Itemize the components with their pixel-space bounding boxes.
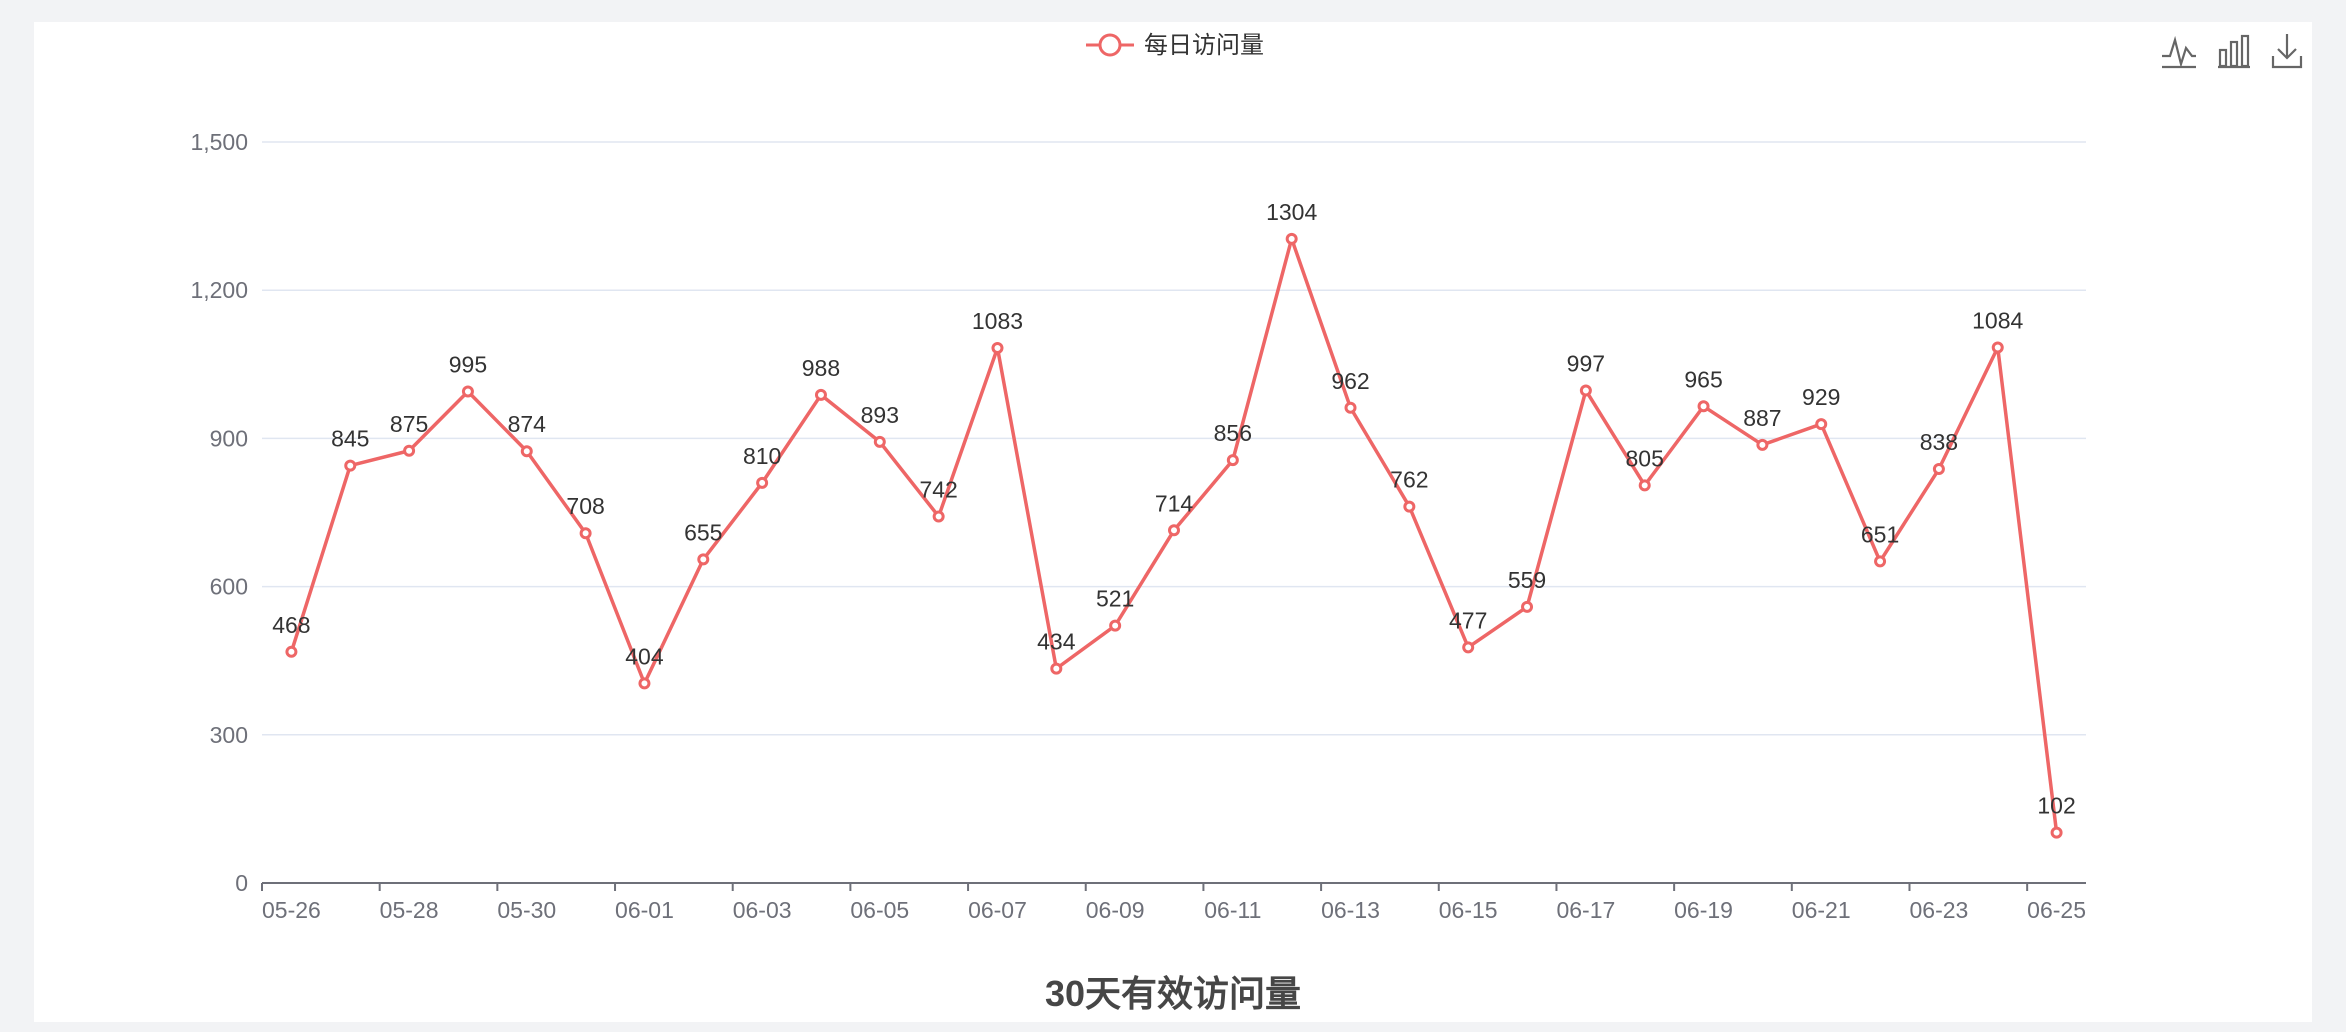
x-tick-label: 06-17	[1556, 897, 1615, 923]
data-point[interactable]	[1285, 232, 1298, 245]
data-point[interactable]	[1109, 619, 1122, 632]
x-tick-label: 05-30	[497, 897, 556, 923]
data-label: 887	[1743, 405, 1781, 431]
data-label: 714	[1155, 490, 1194, 516]
data-point[interactable]	[1403, 500, 1416, 513]
data-point[interactable]	[814, 388, 827, 401]
grid-lines	[262, 141, 2086, 736]
data-label: 845	[331, 426, 369, 452]
data-point[interactable]	[344, 459, 357, 472]
series-layer	[285, 232, 2063, 839]
data-label: 742	[919, 476, 957, 502]
data-point[interactable]	[1697, 400, 1710, 413]
data-label: 874	[508, 411, 547, 437]
y-tick-label: 900	[210, 425, 248, 451]
x-tick-label: 06-05	[850, 897, 909, 923]
data-point[interactable]	[403, 444, 416, 457]
y-tick-label: 0	[235, 870, 248, 896]
data-label: 1083	[972, 308, 1023, 334]
data-label: 965	[1684, 366, 1722, 392]
data-point[interactable]	[1226, 454, 1239, 467]
chart-panel: 0 300 600 900 1,200 1,500 05-26 05-28 05-30 06-01…	[34, 22, 2312, 1022]
x-tick-label: 06-21	[1792, 897, 1851, 923]
data-label: 810	[743, 443, 781, 469]
data-point[interactable]	[1168, 524, 1180, 537]
x-tick-label: 06-23	[1909, 897, 1968, 923]
data-label: 434	[1037, 629, 1076, 655]
data-point[interactable]	[1579, 384, 1592, 397]
data-label: 995	[449, 351, 487, 377]
data-point[interactable]	[520, 445, 533, 458]
data-label: 805	[1626, 445, 1664, 471]
data-point[interactable]	[638, 677, 651, 690]
data-point[interactable]	[1638, 479, 1651, 492]
data-point[interactable]	[2050, 826, 2063, 839]
data-label: 962	[1331, 368, 1369, 394]
data-label: 651	[1861, 521, 1899, 547]
x-tick-label: 06-19	[1674, 897, 1733, 923]
data-point[interactable]	[285, 645, 298, 658]
data-point[interactable]	[1344, 401, 1357, 414]
data-label: 762	[1390, 467, 1428, 493]
data-point[interactable]	[873, 435, 886, 448]
legend[interactable]: 每日访问量	[1086, 32, 1264, 59]
data-label: 929	[1802, 384, 1840, 410]
data-label: 708	[566, 493, 604, 519]
data-label: 997	[1567, 350, 1605, 376]
chart-title: 30天有效访问量	[1045, 973, 1301, 1014]
legend-circle-icon	[1098, 33, 1122, 57]
toolbox	[2158, 30, 2308, 70]
data-point[interactable]	[1932, 463, 1945, 476]
x-tick-label: 06-13	[1321, 897, 1380, 923]
y-tick-label: 600	[210, 574, 248, 600]
data-point[interactable]	[461, 385, 474, 398]
data-label: 893	[861, 402, 899, 428]
x-tick-label: 06-07	[968, 897, 1027, 923]
x-tick-label: 06-01	[615, 897, 674, 923]
data-point[interactable]	[932, 510, 945, 523]
data-label: 875	[390, 411, 428, 437]
axes: 0 300 600 900 1,200 1,500 05-26 05-28 05-30 06-01…	[190, 129, 2086, 923]
legend-label: 每日访问量	[1144, 32, 1264, 59]
x-tick-label: 05-28	[380, 897, 439, 923]
data-label: 468	[272, 612, 310, 638]
data-point[interactable]	[1462, 641, 1475, 654]
data-point[interactable]	[756, 476, 769, 489]
data-label: 856	[1214, 420, 1252, 446]
data-label: 1084	[1972, 308, 2023, 334]
data-point[interactable]	[991, 341, 1004, 354]
x-tick-label: 06-25	[2027, 897, 2086, 923]
data-label: 655	[684, 519, 722, 545]
data-label: 521	[1096, 586, 1134, 612]
x-tick-label: 06-11	[1204, 897, 1261, 923]
x-tick-label: 06-09	[1086, 897, 1145, 923]
data-point[interactable]	[1050, 662, 1063, 675]
data-point[interactable]	[1874, 555, 1887, 568]
line-chart: 0 300 600 900 1,200 1,500 05-26 05-28 05-30 06-01…	[190, 30, 2308, 1014]
data-label: 559	[1508, 567, 1546, 593]
x-tick-label: 06-03	[733, 897, 792, 923]
data-label: 1304	[1266, 199, 1317, 225]
data-label: 102	[2037, 793, 2075, 819]
data-labels: 468 845 875 995 874 708 404 655 810 988 893 742 1083…	[272, 199, 2076, 819]
data-point[interactable]	[579, 527, 592, 540]
y-tick-label: 1,500	[190, 129, 248, 155]
x-tick-label: 05-26	[262, 897, 321, 923]
data-label: 988	[802, 355, 840, 381]
data-point[interactable]	[1521, 600, 1534, 613]
data-point[interactable]	[697, 553, 710, 566]
x-tick-label: 06-15	[1439, 897, 1498, 923]
data-label: 477	[1449, 607, 1487, 633]
y-tick-label: 1,200	[190, 277, 248, 303]
data-label: 404	[625, 643, 664, 669]
data-point[interactable]	[1756, 438, 1769, 451]
data-point[interactable]	[1991, 341, 2004, 354]
y-tick-label: 300	[210, 722, 248, 748]
line-chart-icon[interactable]	[2158, 30, 2198, 70]
download-icon[interactable]	[2268, 30, 2308, 70]
data-label: 838	[1920, 429, 1958, 455]
data-point[interactable]	[1815, 418, 1828, 431]
bar-chart-icon[interactable]	[2214, 30, 2254, 70]
